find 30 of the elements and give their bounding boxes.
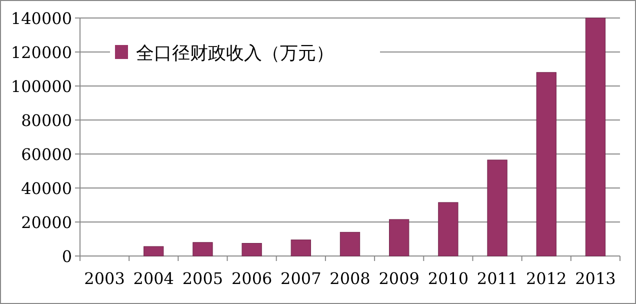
x-tick-label: 2011 (476, 269, 518, 288)
legend-label: 全口径财政收入（万元） (136, 43, 334, 64)
bar (144, 246, 164, 256)
bar (192, 242, 213, 256)
y-tick-label: 120000 (10, 43, 72, 62)
bar (438, 202, 458, 256)
x-tick-label: 2012 (526, 269, 567, 288)
bar (585, 18, 606, 256)
bar (290, 240, 311, 256)
x-tick-label: 2005 (182, 269, 224, 288)
x-tick-label: 2008 (330, 269, 370, 288)
x-tick-label: 2013 (575, 269, 616, 288)
x-tick-label: 2004 (133, 269, 174, 288)
x-tick-label: 2009 (378, 269, 420, 288)
y-tick-label: 60000 (21, 145, 72, 164)
x-tick-label: 2010 (428, 269, 469, 288)
y-tick-label: 40000 (21, 179, 72, 198)
bar (242, 243, 262, 256)
y-tick-label: 0 (62, 247, 72, 266)
bar (389, 219, 410, 256)
y-tick-label: 20000 (21, 213, 72, 232)
bar (487, 160, 508, 256)
y-tick-label: 140000 (10, 9, 72, 28)
y-tick-label: 80000 (21, 111, 72, 130)
x-tick-label: 2003 (84, 269, 125, 288)
x-tick-label: 2006 (231, 269, 272, 288)
bar (340, 232, 360, 256)
y-tick-label: 100000 (10, 77, 72, 96)
bar (536, 72, 556, 256)
x-tick-label: 2007 (280, 269, 322, 288)
